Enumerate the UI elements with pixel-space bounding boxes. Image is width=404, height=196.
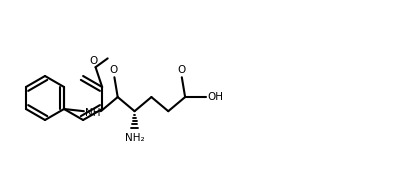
Text: O: O [109, 65, 118, 75]
Text: O: O [89, 56, 98, 66]
Text: NH: NH [85, 108, 100, 118]
Text: O: O [178, 65, 186, 75]
Text: NH₂: NH₂ [125, 133, 144, 143]
Text: OH: OH [207, 92, 223, 102]
